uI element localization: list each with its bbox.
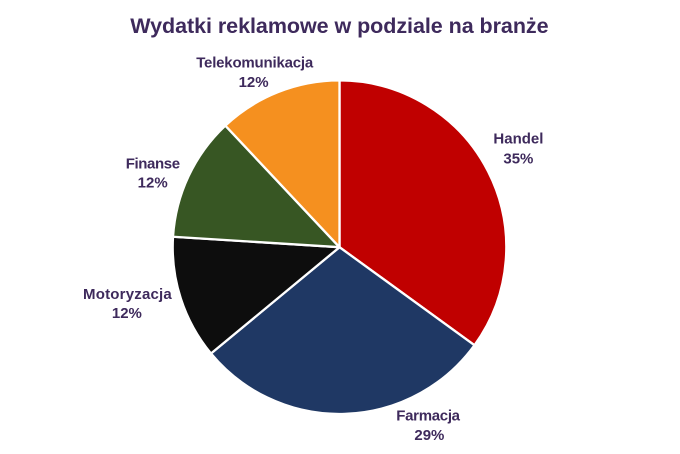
svg-text:12%: 12% bbox=[112, 305, 142, 322]
svg-text:Finanse: Finanse bbox=[126, 155, 180, 172]
svg-text:29%: 29% bbox=[414, 427, 444, 444]
svg-text:12%: 12% bbox=[239, 74, 269, 91]
svg-text:35%: 35% bbox=[503, 151, 533, 168]
svg-text:Motoryzacja: Motoryzacja bbox=[83, 286, 172, 303]
svg-text:Wydatki reklamowe w podziale n: Wydatki reklamowe w podziale na branże bbox=[130, 14, 548, 38]
svg-text:Farmacja: Farmacja bbox=[396, 408, 460, 425]
svg-text:Handel: Handel bbox=[493, 131, 543, 148]
svg-text:Telekomunikacja: Telekomunikacja bbox=[196, 55, 314, 72]
svg-text:12%: 12% bbox=[138, 174, 168, 191]
